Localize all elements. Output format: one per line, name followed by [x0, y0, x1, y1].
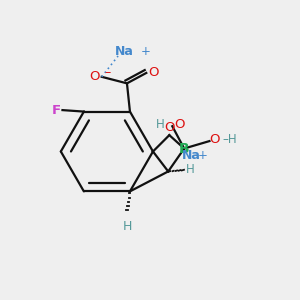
Text: O: O	[149, 66, 159, 79]
Text: Na: Na	[115, 45, 134, 58]
Text: O: O	[209, 133, 220, 146]
Text: O: O	[90, 70, 100, 83]
Text: –: –	[105, 66, 111, 79]
Text: +: +	[140, 45, 150, 58]
Text: H: H	[122, 220, 132, 232]
Text: O: O	[164, 121, 175, 134]
Text: +: +	[198, 148, 208, 162]
Text: O: O	[174, 118, 184, 131]
Text: –H: –H	[223, 133, 237, 146]
Text: H: H	[156, 118, 165, 131]
Text: Na: Na	[182, 148, 200, 162]
Text: F: F	[52, 103, 61, 117]
Text: H: H	[186, 164, 195, 176]
Text: B: B	[179, 142, 190, 155]
